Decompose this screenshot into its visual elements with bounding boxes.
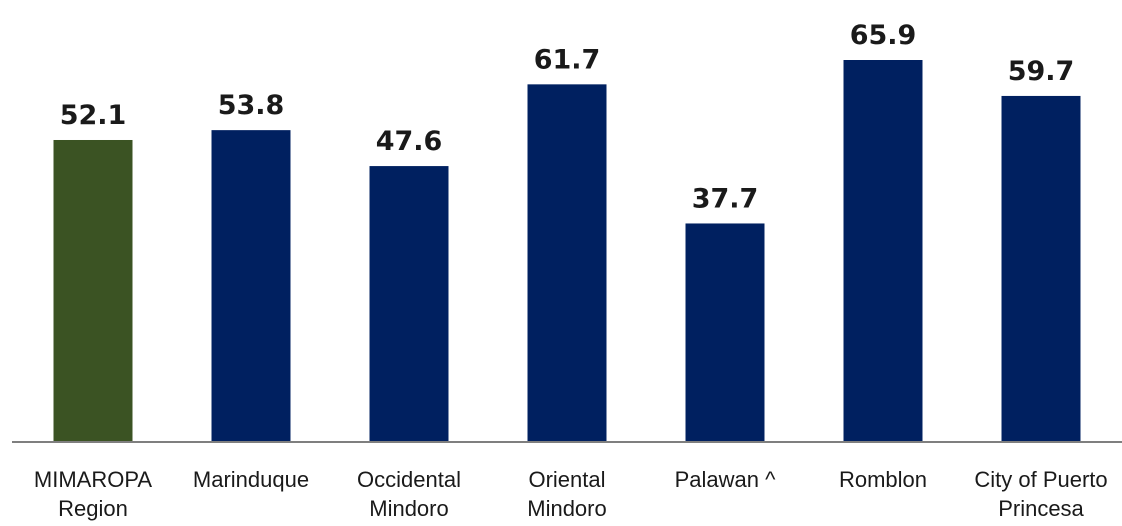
- category-label-1: Marinduque: [193, 467, 309, 492]
- category-label-line: MIMAROPA: [34, 467, 152, 492]
- category-label-2: Occidental Mindoro: [357, 467, 461, 521]
- category-labels: MIMAROPA Region Marinduque Occidental Mindor…: [34, 467, 1108, 521]
- bars: [53, 60, 1081, 443]
- category-label-6: City of Puerto Princesa: [974, 467, 1107, 521]
- category-label-5: Romblon: [839, 467, 927, 492]
- category-label-line: Oriental: [528, 467, 605, 492]
- category-label-line: City of Puerto: [974, 467, 1107, 492]
- category-label-line: Mindoro: [527, 496, 606, 521]
- bar-6: [1001, 95, 1081, 442]
- bar-0: [53, 139, 133, 442]
- category-label-line: Princesa: [998, 496, 1084, 521]
- value-label-0: 52.1: [60, 100, 127, 131]
- bar-3: [527, 84, 607, 442]
- value-label-5: 65.9: [850, 20, 917, 51]
- category-label-line: Romblon: [839, 467, 927, 492]
- category-label-line: Region: [58, 496, 128, 521]
- bar-1: [211, 130, 291, 443]
- category-label-0: MIMAROPA Region: [34, 467, 152, 521]
- value-label-2: 47.6: [376, 126, 443, 157]
- category-label-4: Palawan ^: [675, 467, 777, 492]
- bar-5: [843, 60, 923, 442]
- value-label-3: 61.7: [534, 44, 601, 75]
- bar-2: [369, 166, 449, 442]
- category-label-3: Oriental Mindoro: [527, 467, 606, 521]
- value-labels: 52.1 53.8 47.6 61.7 37.7 65.9 59.7: [60, 20, 1075, 214]
- category-label-line: Mindoro: [369, 496, 448, 521]
- category-label-line: Palawan ^: [675, 467, 777, 492]
- value-label-6: 59.7: [1008, 56, 1075, 87]
- category-label-line: Occidental: [357, 467, 461, 492]
- value-label-4: 37.7: [692, 183, 759, 214]
- bar-4: [685, 223, 765, 442]
- value-label-1: 53.8: [218, 90, 285, 121]
- category-label-line: Marinduque: [193, 467, 309, 492]
